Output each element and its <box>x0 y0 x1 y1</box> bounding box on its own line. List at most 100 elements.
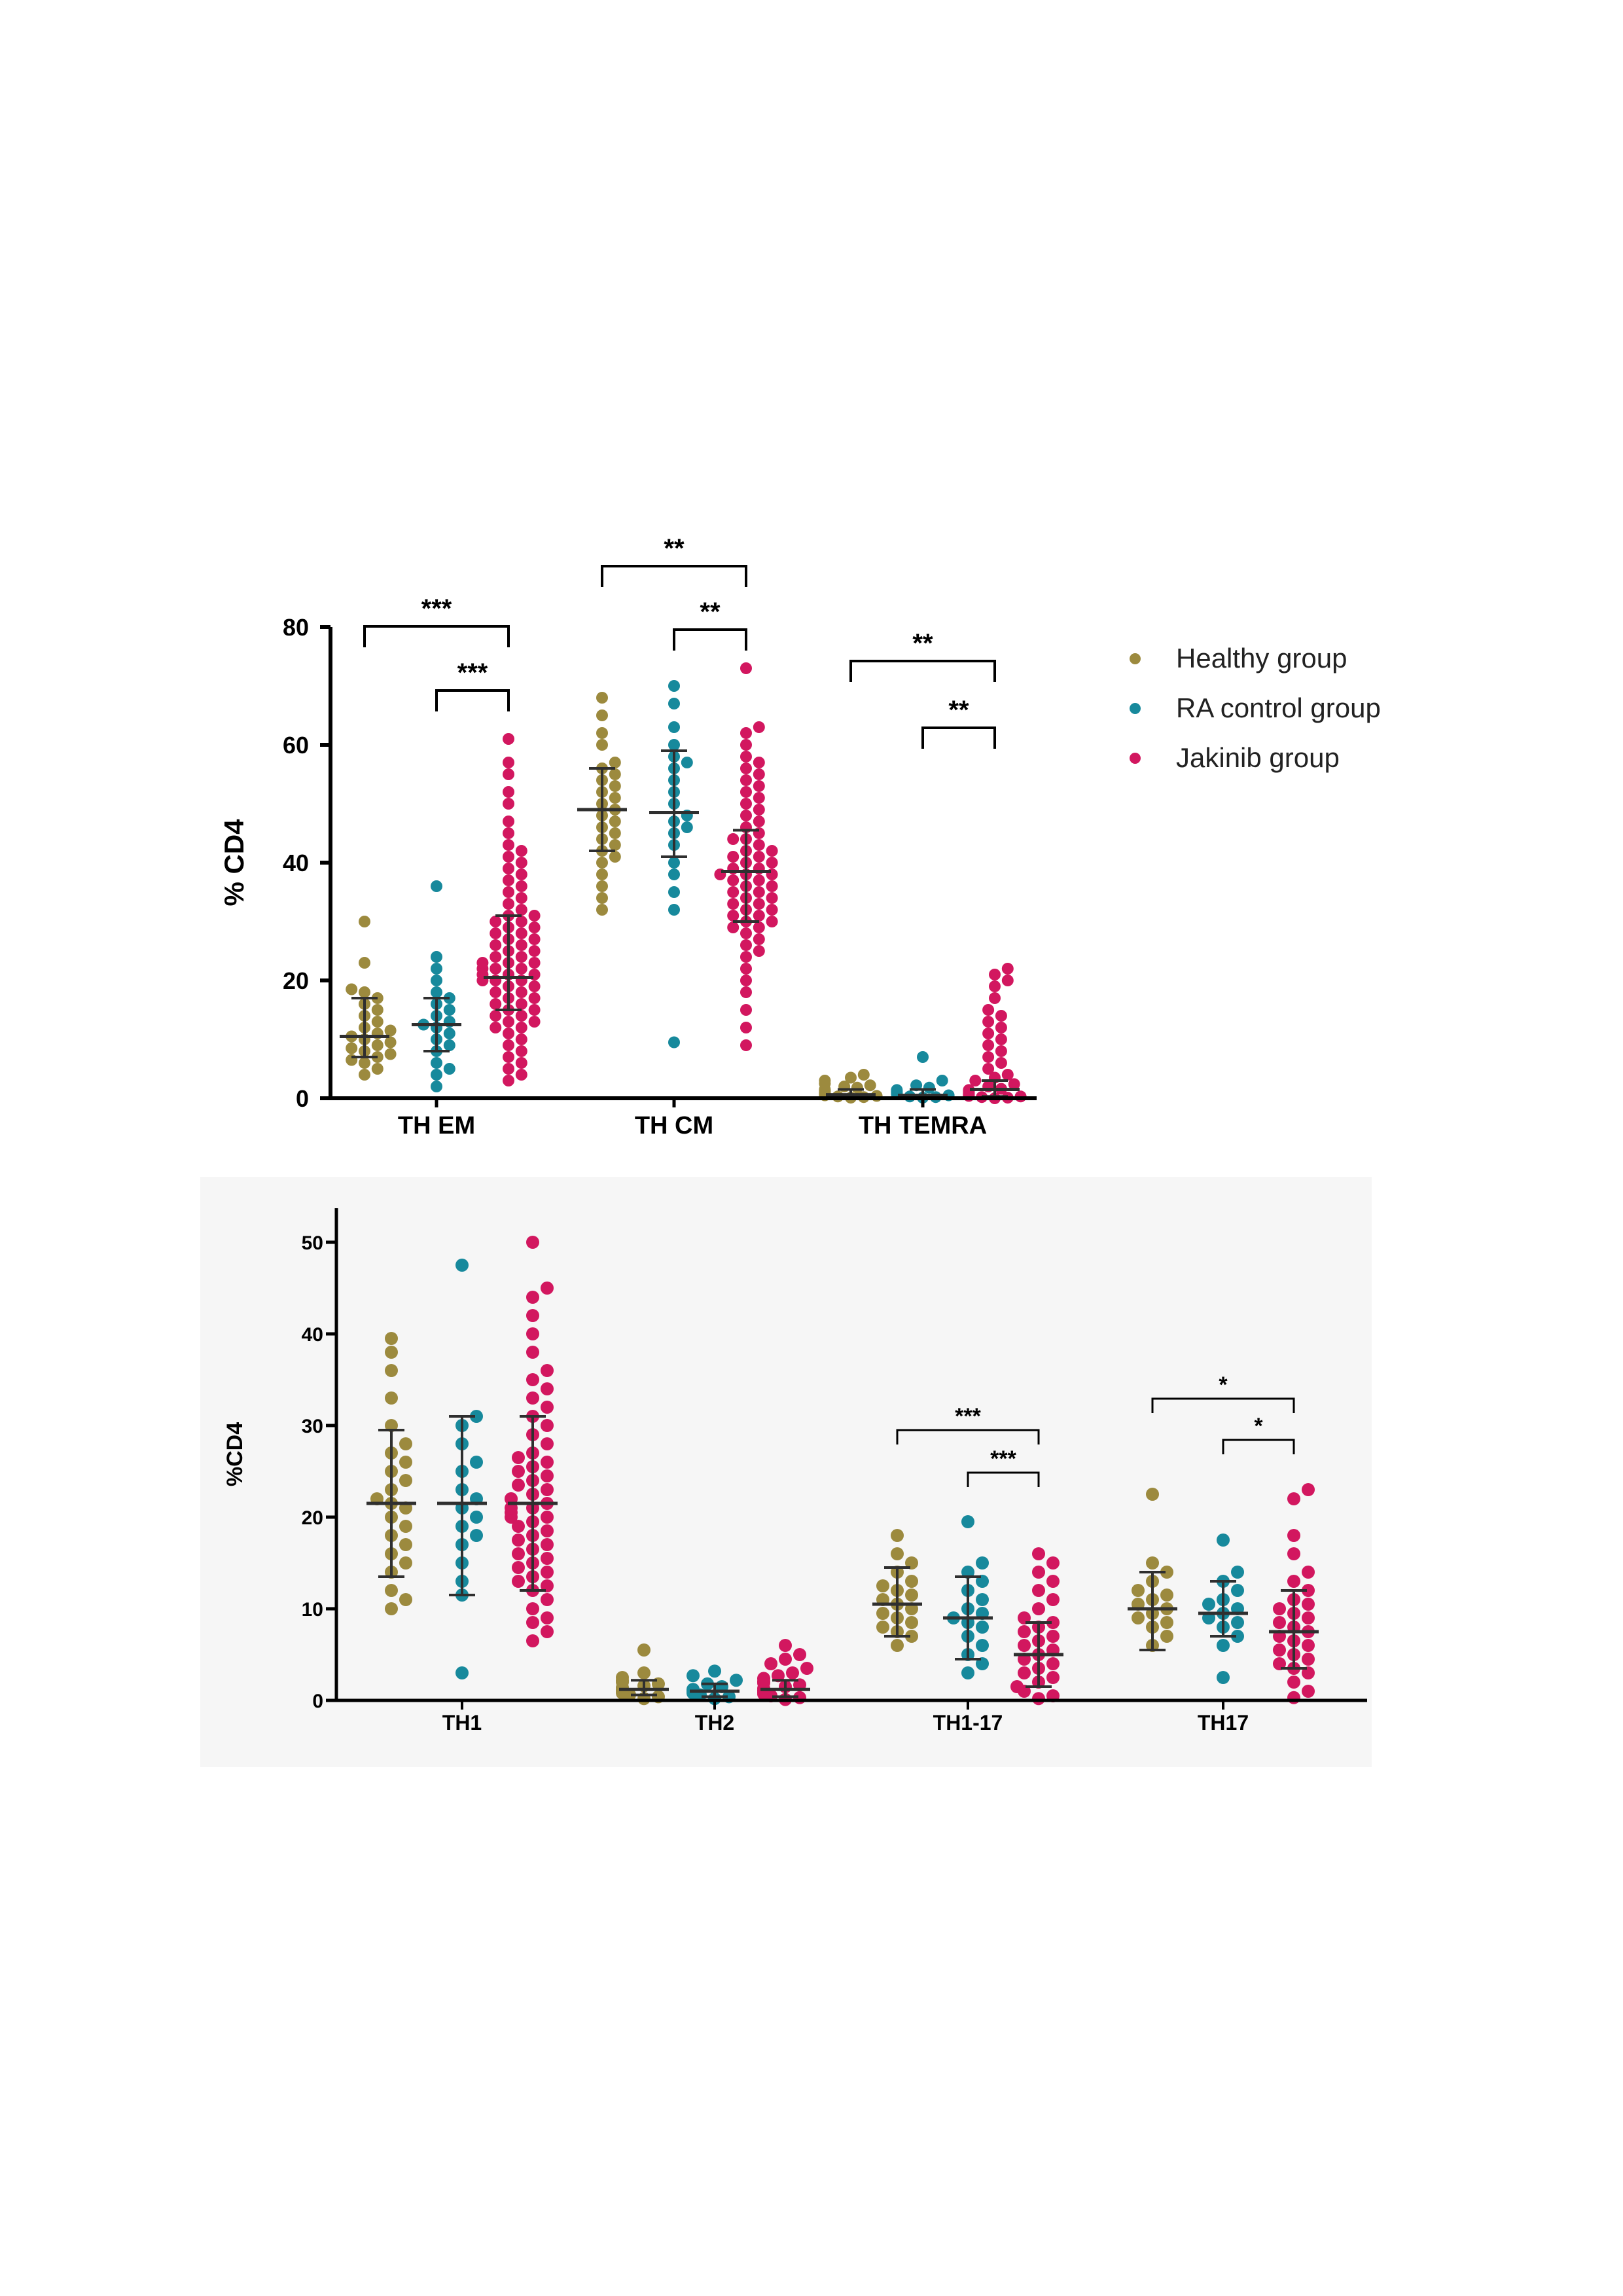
data-point-jakinib-group <box>528 910 541 922</box>
data-point-jakinib-group <box>503 1039 514 1051</box>
data-point-ra-control-group <box>936 1075 948 1086</box>
significance-stars: * <box>1219 1372 1228 1397</box>
data-point-ra-control-group <box>455 1666 469 1679</box>
data-point-healthy-group <box>876 1621 889 1634</box>
data-point-healthy-group <box>399 1593 412 1606</box>
data-point-jakinib-group <box>490 927 502 939</box>
data-point-jakinib-group <box>1046 1657 1060 1670</box>
data-point-jakinib-group <box>963 1084 975 1096</box>
data-point-jakinib-group <box>512 1465 525 1478</box>
data-point-ra-control-group <box>668 869 680 880</box>
panel2-significance-brackets: ******** <box>896 1372 1295 1487</box>
data-point-ra-control-group <box>708 1664 721 1678</box>
significance-bracket <box>921 726 996 749</box>
data-point-jakinib-group <box>503 768 514 780</box>
data-point-jakinib-group <box>515 1069 527 1081</box>
data-point-jakinib-group <box>982 1051 995 1063</box>
data-point-jakinib-group <box>1018 1639 1031 1652</box>
data-point-jakinib-group <box>512 1479 525 1492</box>
data-point-healthy-group <box>891 1639 904 1652</box>
significance-bracket <box>601 565 747 587</box>
panel1-y-axis-label: % CD4 <box>219 819 249 906</box>
data-point-jakinib-group <box>800 1662 813 1675</box>
data-point-jakinib-group <box>753 898 765 910</box>
data-point-jakinib-group <box>503 757 514 768</box>
significance-stars: ** <box>700 598 721 626</box>
data-point-jakinib-group <box>1046 1671 1060 1684</box>
data-point-jakinib-group <box>541 1552 554 1565</box>
panel1-median-iqr <box>340 749 1020 1099</box>
data-point-ra-control-group <box>431 1081 442 1092</box>
data-point-jakinib-group <box>503 1075 514 1086</box>
data-point-jakinib-group <box>528 957 541 969</box>
data-point-jakinib-group <box>1302 1566 1315 1579</box>
data-point-jakinib-group <box>753 922 765 933</box>
data-point-healthy-group <box>359 1069 370 1081</box>
data-point-jakinib-group <box>476 957 489 969</box>
data-point-jakinib-group <box>1018 1625 1031 1638</box>
data-point-jakinib-group <box>727 874 740 886</box>
data-point-ra-control-group <box>976 1639 989 1652</box>
data-point-healthy-group <box>609 816 621 827</box>
data-point-jakinib-group <box>1018 1666 1031 1679</box>
data-point-jakinib-group <box>512 1575 525 1588</box>
y-tick-label: 20 <box>283 967 309 994</box>
data-point-jakinib-group <box>503 839 514 851</box>
data-point-jakinib-group <box>995 1057 1007 1069</box>
y-tick-label: 40 <box>283 850 309 876</box>
data-point-healthy-group <box>609 839 621 851</box>
data-point-jakinib-group <box>515 880 527 892</box>
data-point-healthy-group <box>596 904 608 916</box>
data-point-jakinib-group <box>528 992 541 1004</box>
data-point-jakinib-group <box>740 762 752 774</box>
data-point-healthy-group <box>857 1069 870 1081</box>
legend-label-ra-control: RA control group <box>1176 692 1381 723</box>
significance-bracket <box>967 1471 1040 1487</box>
data-point-jakinib-group <box>541 1538 554 1551</box>
data-point-jakinib-group <box>512 1547 525 1560</box>
data-point-jakinib-group <box>503 786 514 798</box>
data-point-jakinib-group <box>503 1063 514 1075</box>
y-tick-label: 0 <box>312 1691 323 1712</box>
category-label-th1: TH1 <box>442 1711 482 1734</box>
panel2-y-ticks: 0 10 20 30 40 50 <box>302 1232 336 1712</box>
data-point-healthy-group <box>359 986 370 998</box>
data-point-ra-control-group <box>431 1057 442 1069</box>
data-point-jakinib-group <box>541 1511 554 1524</box>
data-point-jakinib-group <box>995 1045 1007 1057</box>
data-point-jakinib-group <box>512 1534 525 1547</box>
data-point-healthy-group <box>891 1529 904 1542</box>
data-point-jakinib-group <box>528 945 541 957</box>
data-point-jakinib-group <box>515 857 527 869</box>
significance-stars: *** <box>990 1446 1016 1471</box>
panel2-background <box>200 1177 1372 1767</box>
data-point-jakinib-group <box>1001 1069 1014 1081</box>
category-label-th-em: TH EM <box>398 1112 475 1139</box>
data-point-jakinib-group <box>512 1520 525 1533</box>
data-point-ra-control-group <box>668 904 680 916</box>
data-point-ra-control-group <box>1217 1639 1230 1652</box>
data-point-jakinib-group <box>1302 1685 1315 1698</box>
data-point-healthy-group <box>399 1556 412 1570</box>
data-point-ra-control-group <box>668 721 680 733</box>
category-label-th-temra: TH TEMRA <box>859 1112 987 1139</box>
data-point-jakinib-group <box>515 845 527 857</box>
data-point-jakinib-group <box>490 998 502 1010</box>
data-point-healthy-group <box>1132 1584 1145 1597</box>
data-point-ra-control-group <box>681 821 693 833</box>
data-point-ra-control-group <box>961 1515 974 1528</box>
data-point-ra-control-group <box>917 1051 929 1063</box>
data-point-ra-control-group <box>730 1674 743 1687</box>
data-point-jakinib-group <box>786 1666 799 1679</box>
data-point-jakinib-group <box>526 1373 539 1386</box>
data-point-healthy-group <box>905 1588 918 1602</box>
data-point-ra-control-group <box>1231 1566 1244 1579</box>
data-point-healthy-group <box>1146 1488 1159 1501</box>
data-point-jakinib-group <box>1046 1630 1060 1643</box>
data-point-jakinib-group <box>1008 1078 1020 1090</box>
data-point-healthy-group <box>399 1474 412 1487</box>
data-point-healthy-group <box>891 1547 904 1560</box>
significance-stars: ** <box>948 696 969 725</box>
data-point-jakinib-group <box>764 1657 777 1670</box>
